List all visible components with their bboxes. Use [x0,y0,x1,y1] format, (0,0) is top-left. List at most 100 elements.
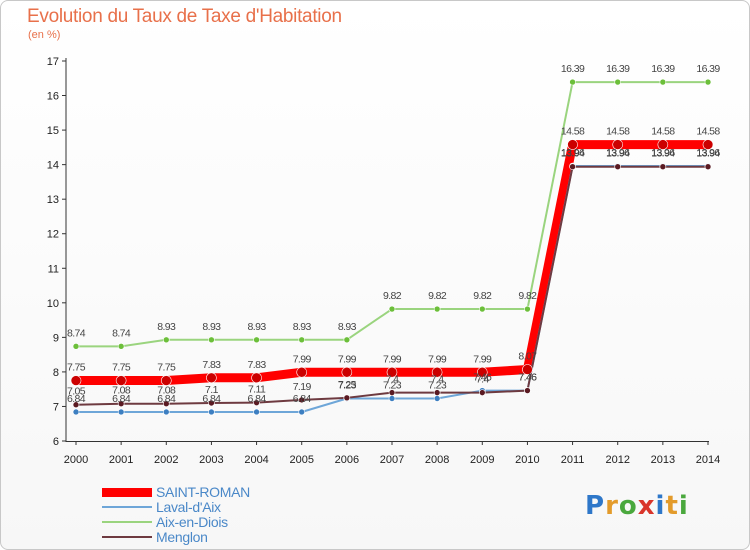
data-label: 8.93 [248,321,267,333]
series-point-2 [117,343,125,350]
data-label: 16.39 [561,63,585,75]
legend-swatch [102,506,152,508]
series-point-1 [162,408,170,416]
series-point-3 [388,389,396,396]
series-point-1 [253,408,260,416]
x-tick-label: 2001 [109,454,133,466]
data-label: 14.58 [561,126,585,138]
data-label: 6.84 [202,393,221,405]
logo-letter: x [637,491,656,521]
series-point-1 [208,408,215,416]
series-point-2 [614,78,622,86]
y-tick-label: 12 [47,229,59,241]
series-point-2 [659,78,667,86]
series-point-3 [569,163,576,171]
data-label: 7.19 [293,381,312,393]
data-label: 6.84 [157,393,176,405]
series-point-1 [117,408,125,416]
data-label: 8.07 [518,350,537,362]
series-point-2 [388,305,396,313]
series-point-0 [431,366,443,378]
data-label: 9.82 [383,290,402,302]
legend-label: SAINT-ROMAN [156,484,250,500]
data-label: 7.1 [205,384,219,396]
series-point-3 [478,389,486,396]
logo-letter: P [585,491,606,521]
series-point-0 [115,375,127,386]
data-label: 16.39 [651,63,675,75]
data-label: 7.23 [428,380,447,392]
data-label: 14.58 [606,126,630,138]
series-point-3 [253,399,260,406]
data-label: 8.93 [293,321,312,333]
series-point-0 [386,366,398,378]
data-label: 6.84 [293,393,312,405]
data-label: 13.96 [606,147,630,159]
data-label: 13.96 [561,147,585,159]
data-label: 7.83 [202,359,221,371]
data-label: 7.4 [476,374,490,386]
data-label: 7.99 [338,353,357,365]
y-tick-label: 10 [47,298,59,310]
data-label: 14.58 [696,126,720,138]
legend-label: Laval-d'Aix [156,499,221,515]
series-point-0 [702,139,714,150]
series-point-2 [704,78,712,86]
series-point-2 [433,305,441,313]
data-label: 16.39 [606,63,630,75]
data-label: 7.23 [338,380,357,392]
x-tick-label: 2004 [244,454,268,466]
series-point-2 [343,336,351,344]
series-point-1 [298,408,306,416]
data-label: 9.82 [518,290,537,302]
y-tick-label: 11 [48,263,59,275]
data-label: 7.05 [67,386,86,398]
data-label: 7.08 [112,385,131,397]
data-label: 7.46 [518,372,537,384]
series-point-0 [341,366,353,378]
data-label: 9.82 [473,290,492,302]
data-label: 13.96 [651,147,675,159]
data-label: 8.93 [338,321,357,333]
logo-letter: t [665,491,679,521]
data-label: 7.83 [248,359,267,371]
data-label: 8.74 [67,327,86,339]
data-label: 7.99 [473,353,492,365]
data-label: 13.94 [561,148,585,160]
data-labels: 7.75 7.75 7.75 7.83 7.83 7.99 7.99 7.99 7.99 7.99… [67,63,721,405]
data-label: 7.23 [383,380,402,392]
data-label: 7.25 [338,379,357,391]
series-point-3 [524,387,531,394]
x-tick-label: 2008 [425,454,449,466]
data-label: 9.82 [428,290,447,302]
x-tick-label: 2005 [289,454,313,466]
y-tick-label: 15 [47,125,59,137]
data-label: 6.84 [248,393,267,405]
x-tick-label: 2003 [199,454,223,466]
data-label: 7.4 [386,374,400,386]
series-point-0 [612,139,624,150]
series-point-1 [433,395,441,402]
y-tick-label: 16 [47,91,59,103]
y-tick-label: 14 [47,160,59,172]
series-point-0 [251,372,262,384]
x-tick-label: 2011 [561,454,585,466]
axes: 6 7 8 9 10 11 12 13 14 15 16 17 2000 2001 2002 2003 2004… [47,56,720,466]
legend-label: Aix-en-Diois [156,514,228,530]
data-label: 7.99 [428,353,447,365]
legend-swatch [102,521,152,523]
y-tick-label: 13 [47,194,59,206]
series-point-0 [296,366,308,378]
series-point-0 [160,375,172,386]
data-label: 13.94 [606,148,630,160]
series-point-2 [478,305,486,313]
legend-swatch [102,487,152,497]
series-point-1 [388,395,396,402]
x-tick-label: 2014 [696,454,720,466]
chart-title: Evolution du Taux de Taxe d'Habitation [27,6,342,27]
data-label: 7.75 [67,362,86,374]
series-point-2 [208,336,215,344]
data-label: 7.99 [293,353,312,365]
